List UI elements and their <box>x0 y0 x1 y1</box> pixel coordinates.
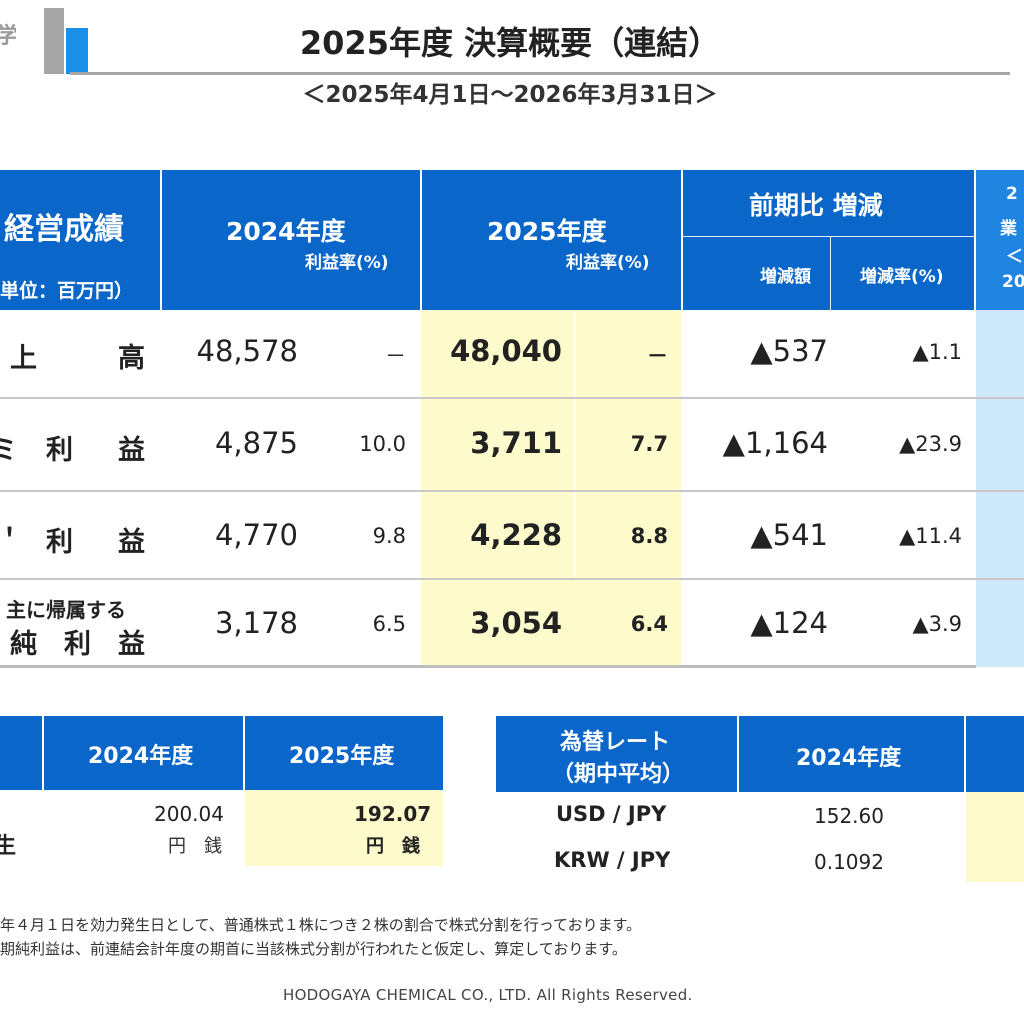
change-amount: ▲1,164 <box>722 426 828 460</box>
per-share-fy2024-value: 200.04 <box>154 802 224 826</box>
rate-fy2024: 6.5 <box>372 612 406 636</box>
fx-header-fy2025 <box>966 716 1024 792</box>
row-label-part: 純 <box>10 629 37 660</box>
per-share-header-fy2024 <box>44 716 243 790</box>
copyright-footer: HODOGAYA CHEMICAL CO., LTD. All Rights R… <box>283 986 693 1004</box>
header-cell-section <box>0 170 160 310</box>
value-fy2025: 3,054 <box>470 606 562 640</box>
rate-fy2024: － <box>385 344 406 368</box>
row-label-part: 益 <box>118 435 145 466</box>
row-divider <box>0 490 1024 492</box>
yoy-sub-divider <box>683 236 974 237</box>
change-amount: ▲537 <box>750 334 828 368</box>
col-header-change-rate: 増減率(%) <box>860 267 944 287</box>
rate-fy2025: － <box>647 344 668 368</box>
value-fy2024: 48,578 <box>196 334 298 368</box>
fx-pair-krw: KRW / JPY <box>554 848 671 872</box>
col-header-rate-2024: 利益率(%) <box>305 253 389 273</box>
fx-col-fy2024: 2024年度 <box>796 746 902 771</box>
row-label-part: ミ <box>0 435 17 466</box>
fx-usd-fy2024: 152.60 <box>814 804 884 828</box>
per-share-fy2024-unit: 円 銭 <box>168 836 222 857</box>
value-fy2024: 3,178 <box>214 606 298 640</box>
per-share-fy2025-highlight <box>245 790 443 866</box>
row-label-part: ＇ <box>0 520 23 559</box>
value-fy2025: 48,040 <box>450 334 562 368</box>
logo-blue-bar <box>66 28 88 74</box>
fx-header-line1: 為替レート <box>560 730 671 755</box>
per-share-col-fy2025: 2025年度 <box>289 744 395 769</box>
table-bottom-rule <box>0 665 976 668</box>
col-header-forecast-low: ＜ <box>1006 247 1023 267</box>
page-title: 2025年度 決算概要（連結） <box>299 24 721 62</box>
col-header-change-amount: 増減額 <box>760 267 811 287</box>
fx-pair-usd: USD / JPY <box>556 802 667 826</box>
company-logo-fragment: 学 <box>0 24 16 49</box>
header-cell-fy2024 <box>162 170 420 310</box>
change-rate: ▲11.4 <box>899 524 962 548</box>
title-divider <box>70 72 1010 75</box>
value-fy2024: 4,875 <box>214 426 298 460</box>
fx-krw-fy2024: 0.1092 <box>814 850 884 874</box>
value-fy2025: 3,711 <box>470 426 562 460</box>
section-label: 経営成績 <box>4 212 124 247</box>
rate-fy2025: 7.7 <box>630 432 668 456</box>
col-header-fy2024: 2024年度 <box>226 217 346 246</box>
change-amount: ▲541 <box>750 518 828 552</box>
fy2025-highlight-band <box>421 310 681 667</box>
rate-fy2025: 8.8 <box>630 524 668 548</box>
col-header-fy2025: 2025年度 <box>487 217 607 246</box>
col-header-yoy: 前期比 増減 <box>749 191 883 220</box>
rate-fy2025: 6.4 <box>630 612 668 636</box>
row-label-part: 益 <box>118 629 145 660</box>
header-cell-forecast <box>976 170 1024 310</box>
fx-fy2025-highlight <box>966 792 1024 882</box>
col-header-forecast-top: 2 <box>1006 184 1018 204</box>
per-share-header-fy2025 <box>245 716 443 790</box>
col-header-rate-2025: 利益率(%) <box>566 253 650 273</box>
fx-header-line2: （期中平均） <box>552 762 685 787</box>
per-share-fy2025-value: 192.07 <box>354 802 432 826</box>
rate-fy2024: 9.8 <box>372 524 406 548</box>
value-fy2024: 4,770 <box>214 518 298 552</box>
change-amount: ▲124 <box>750 606 828 640</box>
row-label-part: 利 <box>46 527 73 558</box>
row-label-part: 利 <box>46 435 73 466</box>
forecast-highlight-band <box>976 310 1024 667</box>
row-label-part: 上 <box>10 343 37 374</box>
header-cell-fy2025 <box>422 170 681 310</box>
rate-fy2024: 10.0 <box>359 432 406 456</box>
row-divider <box>0 578 1024 580</box>
row-label-part: 益 <box>118 527 145 558</box>
yoy-sub-col-divider <box>830 236 831 310</box>
unit-label: 単位：百万円） <box>0 280 134 302</box>
row-label-top: 主に帰属する <box>6 598 126 622</box>
per-share-row-label: 生 <box>0 834 17 859</box>
per-share-header-label-cell <box>0 716 42 790</box>
per-share-col-fy2024: 2024年度 <box>88 744 194 769</box>
fx-header-fy2024 <box>739 716 964 792</box>
col-header-forecast-mid: 業 <box>1000 219 1017 239</box>
fx-header-label-cell <box>496 716 737 792</box>
col-header-forecast-bottom: 20 <box>1002 272 1024 292</box>
row-label-part: 利 <box>64 629 91 660</box>
per-share-fy2025-unit: 円 銭 <box>366 836 420 857</box>
change-rate: ▲23.9 <box>899 432 962 456</box>
fy2025-inner-divider <box>574 310 576 578</box>
logo-gray-bar <box>44 8 64 74</box>
footnote-line: 年４月１日を効力発生日として、普通株式１株につき２株の割合で株式分割を行っており… <box>0 916 642 934</box>
value-fy2025: 4,228 <box>470 518 562 552</box>
header-cell-yoy <box>683 170 974 310</box>
fiscal-period: ＜2025年4月1日～2026年3月31日＞ <box>302 82 718 108</box>
footnote-line: 期純利益は、前連結会計年度の期首に当該株式分割が行われたと仮定し、算定しておりま… <box>0 940 627 958</box>
change-rate: ▲1.1 <box>912 340 962 364</box>
row-divider <box>0 397 1024 399</box>
row-label-part: 高 <box>118 343 145 374</box>
change-rate: ▲3.9 <box>912 612 962 636</box>
